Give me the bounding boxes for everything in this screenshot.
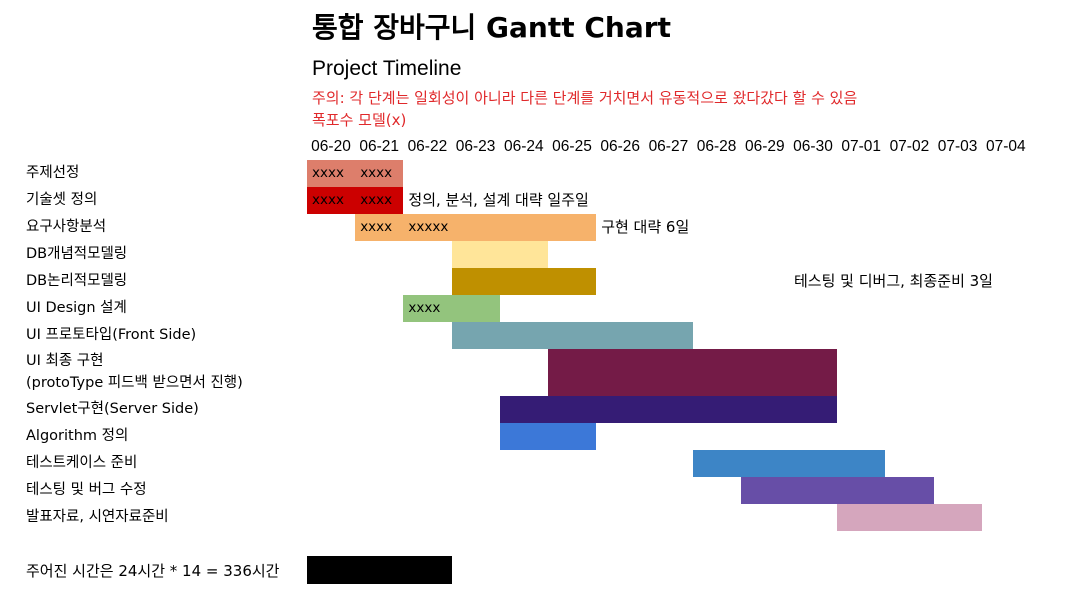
- date-tick-label: 06-25: [552, 138, 592, 155]
- task-bar: [499, 423, 597, 450]
- task-bar: [355, 214, 597, 241]
- task-bar: [403, 295, 500, 322]
- date-tick-label: 07-02: [889, 138, 930, 155]
- task-label-line: UI 최종 구현: [26, 353, 104, 369]
- task-bar: [499, 396, 838, 423]
- task-label-line: (protoType 피드백 받으면서 진행): [26, 375, 243, 391]
- model-note: 폭포수 모델(x): [312, 111, 407, 129]
- date-tick-label: 06-28: [696, 138, 737, 155]
- phase-annotation: 테스팅 및 디버그, 최종준비 3일: [794, 272, 993, 290]
- date-tick-label: 06-23: [455, 138, 496, 155]
- task-label-line: 테스트케이스 준비: [26, 455, 138, 471]
- task-label: UI 프로토타입(Front Side): [26, 324, 196, 346]
- date-tick-label: 06-26: [600, 138, 641, 155]
- date-tick-label: 06-29: [744, 138, 785, 155]
- date-tick-label: 07-04: [985, 138, 1026, 155]
- task-label: 테스트케이스 준비: [26, 452, 137, 474]
- task-label: UI Design 설계: [26, 297, 127, 319]
- task-label: 주제선정: [26, 162, 79, 184]
- task-bar: [692, 450, 886, 477]
- footer-total-bar: [307, 556, 452, 584]
- task-bar: [451, 241, 548, 268]
- task-label-line: 기술셋 정의: [26, 192, 98, 208]
- task-label: UI 최종 구현 (protoType 피드백 받으면서 진행): [26, 350, 243, 394]
- task-bar: [451, 322, 693, 349]
- task-label-line: Algorithm 정의: [26, 428, 129, 444]
- chart-title: 통합 장바구니 Gantt Chart: [312, 11, 671, 44]
- date-tick-label: 06-27: [648, 138, 689, 155]
- task-label-line: 주제선정: [26, 165, 80, 181]
- phase-annotation: 정의, 분석, 설계 대략 일주일: [408, 191, 589, 209]
- task-label: Servlet구현(Server Side): [26, 398, 199, 420]
- task-label-line: 요구사항분석: [26, 219, 107, 235]
- task-label: 발표자료, 시연자료준비: [26, 506, 169, 528]
- task-label-line: UI Design 설계: [26, 300, 127, 316]
- task-bar: [451, 268, 597, 295]
- date-tick-label: 06-30: [793, 138, 833, 155]
- task-bar: [307, 187, 404, 214]
- date-tick-label: 06-21: [359, 138, 400, 155]
- footer-label: 주어진 시간은 24시간 * 14 = 336시간: [26, 562, 280, 580]
- warning-note: 주의: 각 단계는 일회성이 아니라 다른 단계를 거치면서 유동적으로 왔다갔…: [312, 89, 858, 107]
- phase-annotation: 구현 대략 6일: [601, 218, 690, 236]
- task-bar: [740, 477, 934, 504]
- task-label: DB논리적모델링: [26, 270, 127, 292]
- date-tick-label: 06-20: [311, 138, 351, 155]
- task-label: Algorithm 정의: [26, 425, 128, 447]
- task-label-line: 발표자료, 시연자료준비: [26, 509, 169, 525]
- date-tick-label: 07-03: [937, 138, 978, 155]
- task-label: 요구사항분석: [26, 216, 106, 238]
- date-tick-label: 06-22: [407, 138, 448, 155]
- task-bar: [837, 504, 982, 531]
- task-label-line: Servlet구현(Server Side): [26, 401, 199, 417]
- task-bar: [548, 349, 838, 396]
- task-label: 기술셋 정의: [26, 189, 97, 211]
- task-label: 테스팅 및 버그 수정: [26, 479, 147, 501]
- date-tick-label: 06-24: [503, 138, 544, 155]
- task-bar: [307, 160, 404, 187]
- task-label-line: DB논리적모델링: [26, 273, 128, 289]
- task-label-line: DB개념적모델링: [26, 246, 128, 262]
- task-label: DB개념적모델링: [26, 243, 127, 265]
- task-label-line: 테스팅 및 버그 수정: [26, 482, 147, 498]
- chart-subtitle: Project Timeline: [312, 57, 462, 80]
- date-tick-label: 07-01: [841, 138, 882, 155]
- task-label-line: UI 프로토타입(Front Side): [26, 327, 197, 343]
